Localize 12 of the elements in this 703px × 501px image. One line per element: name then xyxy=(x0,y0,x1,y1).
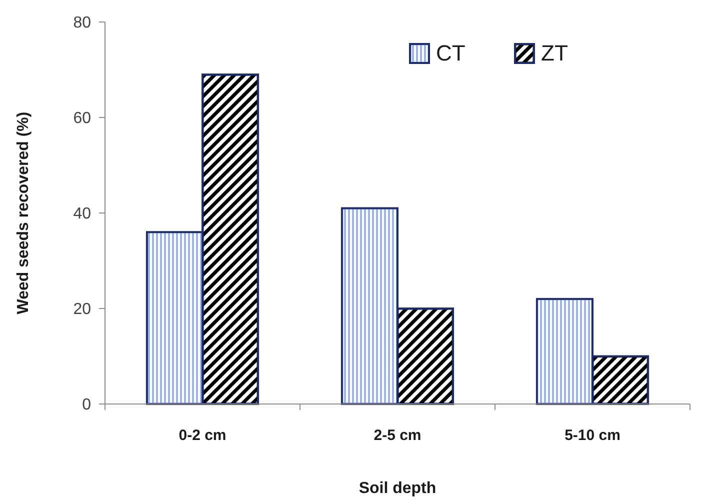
x-tick-label: 5-10 cm xyxy=(564,427,620,444)
legend-label: CT xyxy=(436,40,466,66)
y-axis-title: Weed seeds recovered (%) xyxy=(15,112,32,314)
y-tick-label: 80 xyxy=(73,14,92,32)
x-axis-title: Soil depth xyxy=(358,480,436,497)
y-tick-label: 20 xyxy=(73,301,92,318)
y-tick-label: 40 xyxy=(73,206,92,223)
y-tick-label: 60 xyxy=(73,110,92,128)
legend-label: ZT xyxy=(541,40,568,66)
x-tick-label: 2-5 cm xyxy=(374,427,422,444)
x-tick-label: 0-2 cm xyxy=(178,427,226,444)
y-tick-label: 0 xyxy=(82,396,92,414)
